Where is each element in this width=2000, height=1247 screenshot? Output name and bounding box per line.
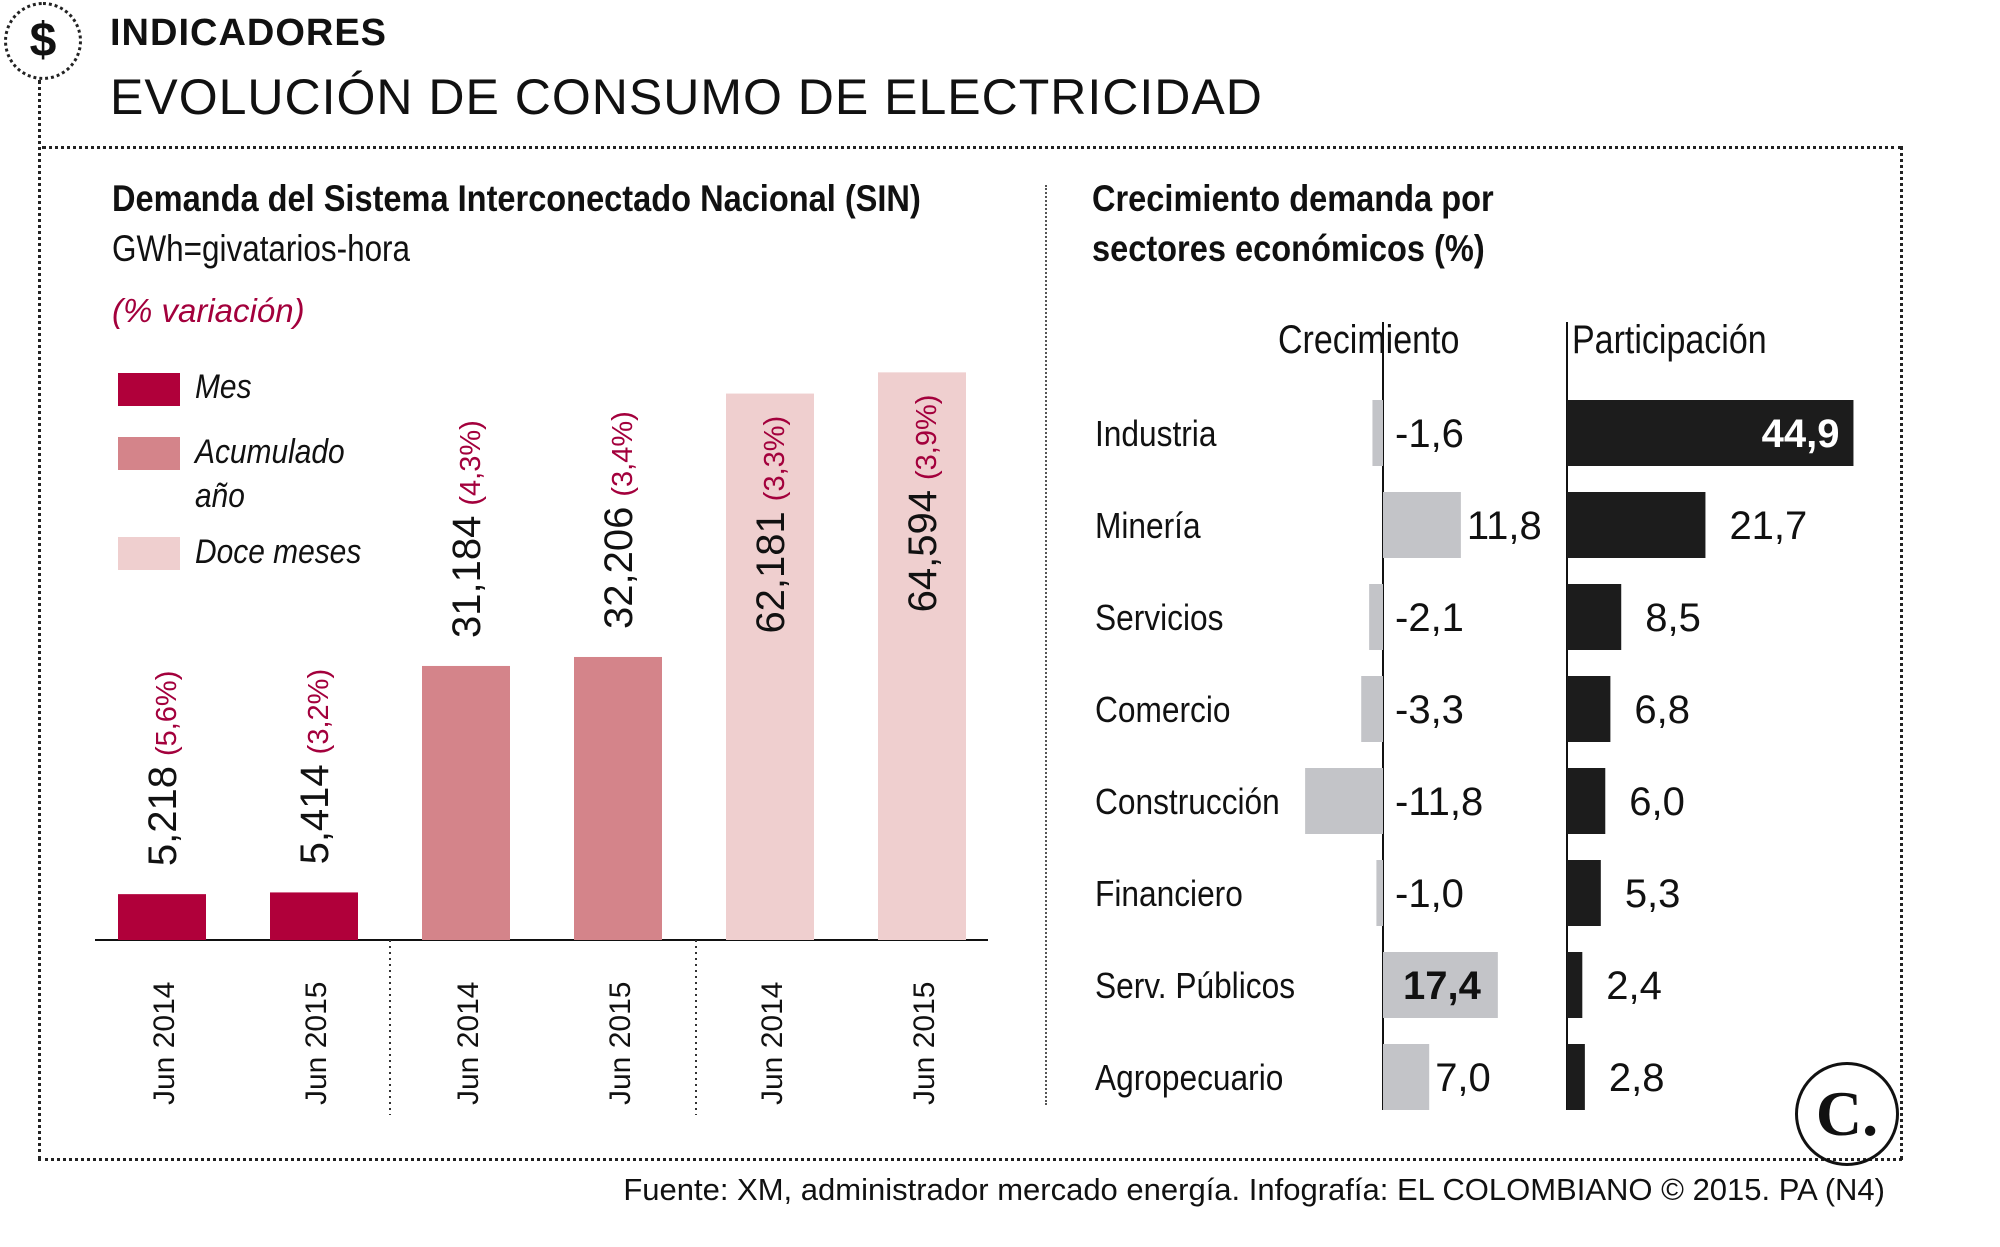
share-value-label-5: 5,3 [1625, 872, 1681, 916]
variation-label: (% variación) [112, 292, 305, 329]
sector-label-0: Industria [1095, 414, 1217, 454]
bar-0 [118, 894, 206, 940]
x-tick-label-0: Jun 2014 [148, 982, 181, 1105]
share-bar-6 [1567, 952, 1583, 1018]
growth-value-label-2: -2,1 [1395, 596, 1464, 640]
legend-label-acumulado: Acumulado año [195, 433, 345, 515]
bar-3 [574, 656, 662, 940]
bar-value-label-5: 64,594(3,9%) [901, 395, 945, 613]
sector-chart-title-line1: Crecimiento demanda por [1092, 178, 1494, 219]
growth-value-label-4: -11,8 [1395, 780, 1483, 824]
legend-label-doce-meses: Doce meses [195, 533, 362, 571]
demand-chart-subtitle: GWh=givatarios-hora [112, 228, 411, 269]
frame-border-bottom [38, 1158, 1902, 1161]
el-colombiano-logo: C. [1795, 1062, 1899, 1166]
bar-value-label-3: 32,206(3,4%) [597, 411, 641, 629]
share-bar-7 [1567, 1044, 1585, 1110]
share-bar-4 [1567, 768, 1606, 834]
sector-label-6: Serv. Públicos [1095, 966, 1295, 1006]
panel-divider [1045, 185, 1047, 1105]
share-column-header: Participación [1572, 318, 1767, 362]
growth-bar-1 [1383, 492, 1461, 558]
legend-swatch-doce-meses [118, 537, 180, 570]
share-value-label-7: 2,8 [1609, 1056, 1665, 1100]
sector-bar-chart: Industria -1,6 44,9 Minería 11,8 21,7 Servicio… [1095, 322, 1854, 1110]
growth-column-header: Crecimiento [1278, 318, 1460, 362]
share-value-label-3: 6,8 [1634, 688, 1690, 732]
growth-bar-4 [1305, 768, 1383, 834]
sector-label-5: Financiero [1095, 874, 1243, 914]
share-value-label-6: 2,4 [1606, 964, 1662, 1008]
growth-value-label-1: 11,8 [1467, 504, 1542, 548]
demand-bar-chart: 5,218(5,6%) Jun 2014 5,414(3,2%) Jun 2015 31… [95, 372, 988, 1115]
sector-label-2: Servicios [1095, 598, 1223, 638]
growth-bar-0 [1372, 400, 1383, 466]
section-kicker: INDICADORES [110, 12, 388, 54]
share-bar-2 [1567, 584, 1622, 650]
x-tick-label-4: Jun 2014 [756, 982, 789, 1105]
share-value-label-4: 6,0 [1629, 780, 1685, 824]
frame-border-left [38, 80, 41, 1160]
x-tick-label-2: Jun 2014 [452, 982, 485, 1105]
share-bar-3 [1567, 676, 1611, 742]
dollar-icon: $ [4, 2, 82, 80]
growth-value-label-5: -1,0 [1395, 872, 1464, 916]
share-value-label-0: 44,9 [1762, 412, 1840, 456]
bar-4 [726, 393, 814, 940]
growth-bar-7 [1383, 1044, 1430, 1110]
growth-value-label-6: 17,4 [1403, 964, 1482, 1008]
x-tick-label-3: Jun 2015 [604, 982, 637, 1105]
share-bar-0 [1567, 400, 1854, 466]
share-value-label-1: 21,7 [1729, 504, 1807, 548]
share-bar-1 [1567, 492, 1706, 558]
frame-border-top [42, 146, 1902, 149]
frame-border-right [1900, 146, 1903, 1160]
legend-label-mes: Mes [195, 368, 252, 406]
bar-1 [270, 892, 358, 940]
bar-value-label-0: 5,218(5,6%) [141, 671, 185, 867]
source-credit: Fuente: XM, administrador mercado energí… [623, 1172, 1885, 1207]
sector-label-3: Comercio [1095, 690, 1230, 730]
growth-bar-2 [1369, 584, 1383, 650]
growth-value-label-3: -3,3 [1395, 688, 1464, 732]
sector-label-4: Construcción [1095, 782, 1280, 822]
growth-bar-5 [1376, 860, 1383, 926]
share-bar-5 [1567, 860, 1601, 926]
bar-value-label-1: 5,414(3,2%) [293, 669, 337, 865]
growth-bar-6 [1383, 952, 1498, 1018]
legend-swatch-mes [118, 373, 180, 406]
bar-value-label-2: 31,184(4,3%) [445, 420, 489, 638]
growth-value-label-0: -1,6 [1395, 412, 1464, 456]
growth-bar-3 [1361, 676, 1383, 742]
sector-chart-title-line2: sectores económicos (%) [1092, 228, 1485, 269]
bar-value-label-4: 62,181(3,3%) [749, 416, 793, 634]
sector-label-7: Agropecuario [1095, 1058, 1283, 1098]
sector-label-1: Minería [1095, 506, 1201, 546]
page-title: EVOLUCIÓN DE CONSUMO DE ELECTRICIDAD [110, 69, 1263, 125]
bar-5 [878, 372, 966, 941]
bar-2 [422, 665, 510, 940]
growth-value-label-7: 7,0 [1435, 1056, 1491, 1100]
x-tick-label-5: Jun 2015 [908, 982, 941, 1105]
x-tick-label-1: Jun 2015 [300, 982, 333, 1105]
legend-swatch-acumulado [118, 437, 180, 470]
share-value-label-2: 8,5 [1645, 596, 1701, 640]
demand-chart-title: Demanda del Sistema Interconectado Nacio… [112, 178, 921, 219]
